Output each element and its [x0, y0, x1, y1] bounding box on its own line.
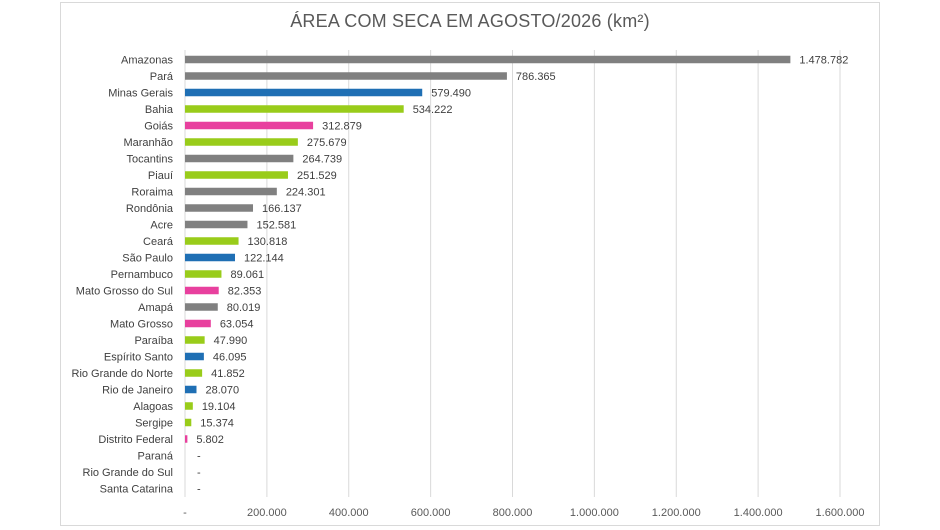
bar	[185, 138, 298, 146]
data-label: 89.061	[230, 269, 264, 281]
data-label: 19.104	[202, 401, 236, 413]
category-label: Ceará	[143, 236, 174, 248]
category-label: Paraíba	[134, 335, 173, 347]
grid-lines	[184, 50, 841, 497]
data-label: 80.019	[227, 302, 261, 314]
data-label: 1.478.782	[799, 55, 848, 67]
category-label: Goiás	[144, 121, 173, 133]
data-label: 47.990	[214, 335, 248, 347]
bar	[185, 171, 288, 179]
bar	[185, 121, 314, 130]
data-label: 28.070	[205, 385, 239, 397]
bar	[185, 270, 222, 278]
bar	[185, 319, 211, 328]
category-label: Rio Grande do Norte	[72, 368, 174, 380]
category-label: Pernambuco	[111, 269, 173, 281]
data-label: 579.490	[431, 88, 471, 100]
category-label: Rondônia	[126, 203, 174, 215]
bar	[185, 154, 294, 163]
category-label: Mato Grosso do Sul	[76, 286, 173, 298]
category-label: Sergipe	[135, 418, 173, 430]
x-tick-label: 600.000	[411, 507, 451, 519]
data-label: 41.852	[211, 368, 245, 380]
data-label: 63.054	[220, 319, 254, 331]
x-tick-label: 1.400.000	[734, 507, 783, 519]
bar	[185, 435, 188, 443]
data-label: 224.301	[286, 187, 326, 199]
bar	[185, 253, 236, 262]
data-label: 251.529	[297, 170, 337, 182]
category-label: Paraná	[138, 451, 174, 463]
category-label: Distrito Federal	[98, 434, 173, 446]
labels: - 200.000 400.000 600.000 800.000 1.000.000 1.…	[72, 55, 865, 520]
data-label: 46.095	[213, 352, 247, 364]
bar	[185, 105, 404, 113]
category-label: Amapá	[138, 302, 174, 314]
x-tick-label: -	[183, 507, 187, 519]
data-label: 15.374	[200, 418, 234, 430]
category-label: Rio de Janeiro	[102, 385, 173, 397]
bar	[185, 336, 205, 344]
data-label: 122.144	[244, 253, 284, 265]
data-label: 264.739	[302, 154, 342, 166]
data-label: -	[197, 467, 201, 479]
bar	[185, 286, 219, 295]
x-tick-label: 1.600.000	[816, 507, 865, 519]
category-label: Alagoas	[133, 401, 173, 413]
x-tick-label: 1.000.000	[570, 507, 619, 519]
bar	[185, 385, 197, 394]
data-label: 82.353	[228, 286, 262, 298]
category-label: Piauí	[148, 170, 173, 182]
bar	[185, 402, 193, 410]
data-label: -	[197, 484, 201, 496]
data-label: 786.365	[516, 71, 556, 83]
category-label: Minas Gerais	[108, 88, 173, 100]
bar	[185, 220, 248, 229]
bar	[185, 303, 218, 311]
data-label: -	[197, 451, 201, 463]
category-label: Rio Grande do Sul	[83, 467, 174, 479]
category-label: Bahia	[145, 104, 174, 116]
category-label: Acre	[150, 220, 173, 232]
data-label: 5.802	[196, 434, 224, 446]
bar	[185, 369, 203, 377]
category-label: Maranhão	[123, 137, 173, 149]
bars	[185, 55, 791, 443]
category-label: Roraima	[131, 187, 173, 199]
bar	[185, 352, 204, 361]
data-label: 312.879	[322, 121, 362, 133]
category-label: Santa Catarina	[100, 484, 174, 496]
data-label: 166.137	[262, 203, 302, 215]
data-label: 152.581	[256, 220, 296, 232]
data-label: 130.818	[248, 236, 288, 248]
bar	[185, 55, 791, 64]
bar	[185, 237, 239, 245]
category-label: São Paulo	[122, 253, 173, 265]
category-label: Espírito Santo	[104, 352, 173, 364]
category-label: Tocantins	[127, 154, 174, 166]
data-label: 275.679	[307, 137, 347, 149]
bar	[185, 418, 192, 427]
chart-title: ÁREA COM SECA EM AGOSTO/2026 (km²)	[290, 11, 650, 31]
x-tick-label: 800.000	[493, 507, 533, 519]
bar	[185, 72, 507, 80]
x-tick-label: 400.000	[329, 507, 369, 519]
category-label: Pará	[150, 71, 174, 83]
bar	[185, 204, 254, 212]
bar	[185, 88, 423, 97]
x-tick-label: 200.000	[247, 507, 287, 519]
category-label: Mato Grosso	[110, 319, 173, 331]
x-tick-label: 1.200.000	[652, 507, 701, 519]
bar	[185, 187, 277, 196]
data-label: 534.222	[413, 104, 453, 116]
category-label: Amazonas	[121, 55, 173, 67]
